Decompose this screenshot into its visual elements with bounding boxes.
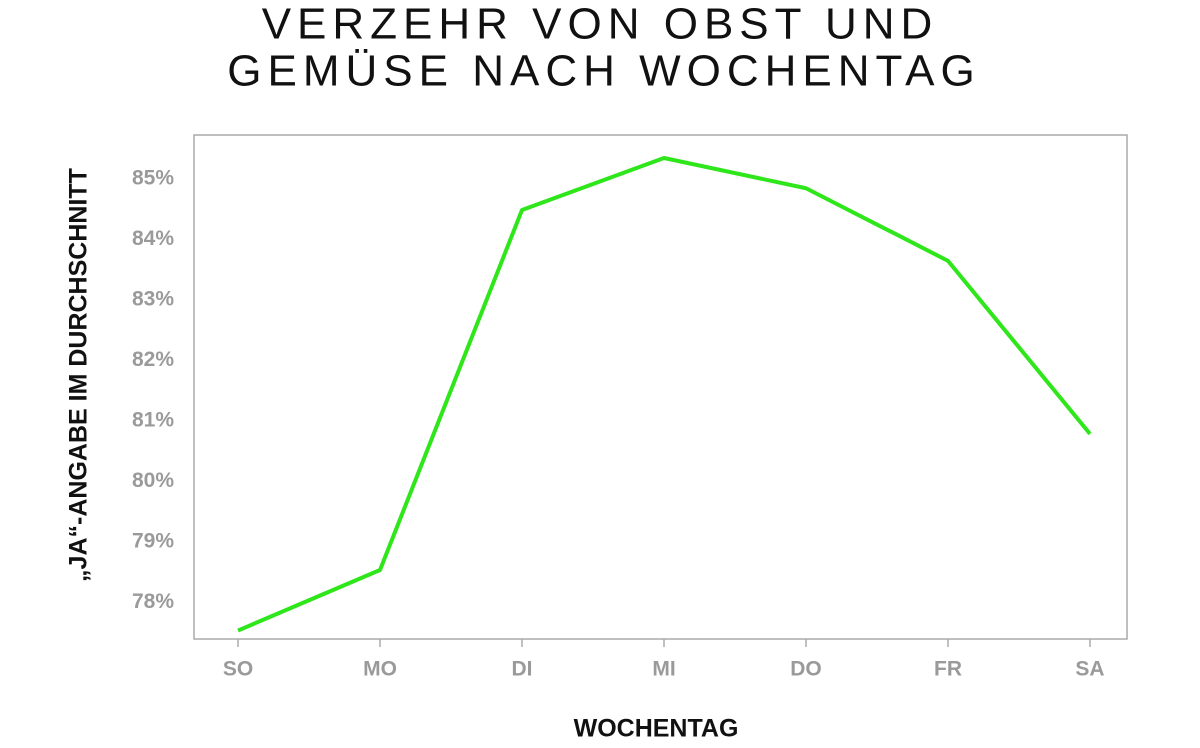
x-axis-title: WOCHENTAG	[574, 715, 739, 743]
y-tick-label: 83%	[132, 288, 174, 311]
y-tick-label: 84%	[132, 227, 174, 250]
y-tick-label: 79%	[132, 530, 174, 553]
x-tick-label: DI	[512, 658, 533, 681]
x-tick-label: FR	[934, 658, 962, 681]
y-axis-title: „JA“-ANGABE IM DURCHSCHNITT	[65, 168, 93, 582]
y-tick-label: 85%	[132, 167, 174, 190]
chart-title: GEMÜSE NACH WOCHENTAG	[227, 47, 980, 96]
y-tick-label: 81%	[132, 409, 174, 432]
plot-frame	[193, 134, 1128, 640]
x-tick-label: MO	[363, 658, 397, 681]
y-tick-label: 80%	[132, 469, 174, 492]
x-tick-label: DO	[790, 658, 822, 681]
chart-title: VERZEHR VON OBST UND	[262, 0, 939, 49]
x-tick-label: MI	[652, 658, 675, 681]
y-tick-label: 82%	[132, 348, 174, 371]
line	[237, 155, 1092, 633]
x-tick-label: SA	[1075, 658, 1104, 681]
y-tick-label: 78%	[132, 590, 174, 613]
x-tick-label: SO	[223, 658, 253, 681]
